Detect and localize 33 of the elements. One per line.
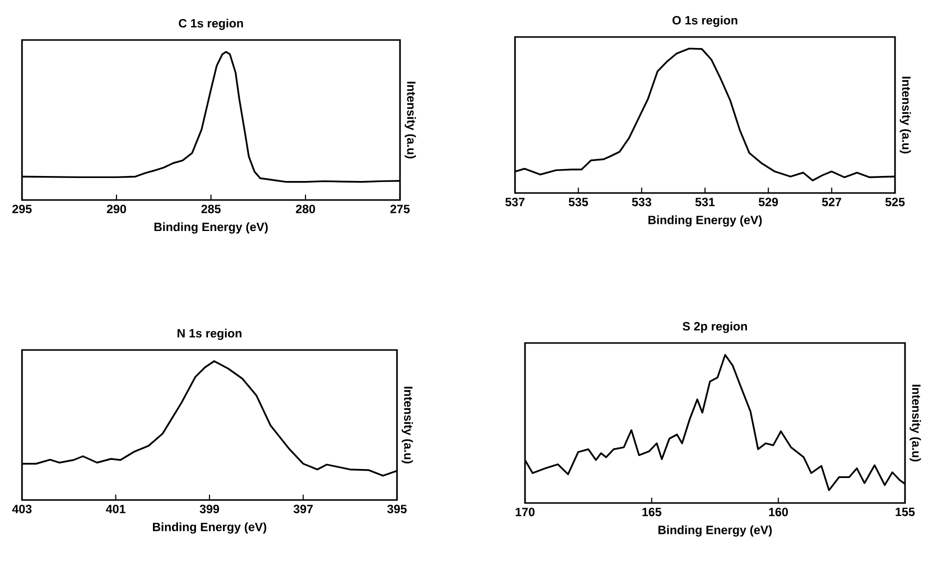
x-axis-title: Binding Energy (eV) [152, 522, 266, 534]
x-tick-label: 275 [390, 204, 410, 214]
x-tick-label: 531 [695, 198, 715, 206]
x-tick-label: 399 [200, 504, 220, 514]
x-axis-title: Binding Energy (eV) [658, 525, 772, 537]
x-tick-label: 533 [632, 198, 652, 206]
x-tick-label: 529 [758, 198, 778, 206]
x-tick-label: 403 [12, 504, 32, 514]
chart-title: S 2p region [682, 322, 747, 333]
x-tick-label: 165 [642, 508, 662, 516]
x-tick-label: 401 [106, 504, 126, 514]
x-tick-label: 397 [294, 504, 313, 514]
x-tick-label: 160 [769, 508, 788, 516]
x-tick-label: 527 [822, 198, 842, 206]
y-axis-title: Intensity (a.u) [402, 386, 413, 464]
y-axis-title: Intensity (a.u) [404, 82, 416, 158]
chart-title: C 1s region [178, 18, 243, 30]
chart-title: O 1s region [672, 16, 738, 27]
x-tick-label: 537 [505, 198, 524, 206]
x-tick-label: 535 [568, 198, 588, 206]
x-axis-title: Binding Energy (eV) [154, 222, 268, 234]
x-tick-label: 525 [885, 198, 905, 206]
chart-title: N 1s region [178, 328, 242, 340]
x-tick-label: 295 [12, 204, 32, 214]
x-tick-label: 155 [896, 508, 915, 516]
x-tick-label: 170 [516, 508, 535, 516]
x-axis-title: Binding Energy (eV) [648, 215, 762, 227]
x-tick-label: 285 [201, 204, 221, 214]
x-tick-label: 395 [387, 504, 407, 514]
y-axis-title: Intensity (a.u) [900, 76, 911, 154]
y-axis-title: Intensity (a.u) [910, 384, 921, 462]
x-tick-label: 290 [106, 204, 126, 214]
x-tick-label: 280 [296, 204, 316, 214]
